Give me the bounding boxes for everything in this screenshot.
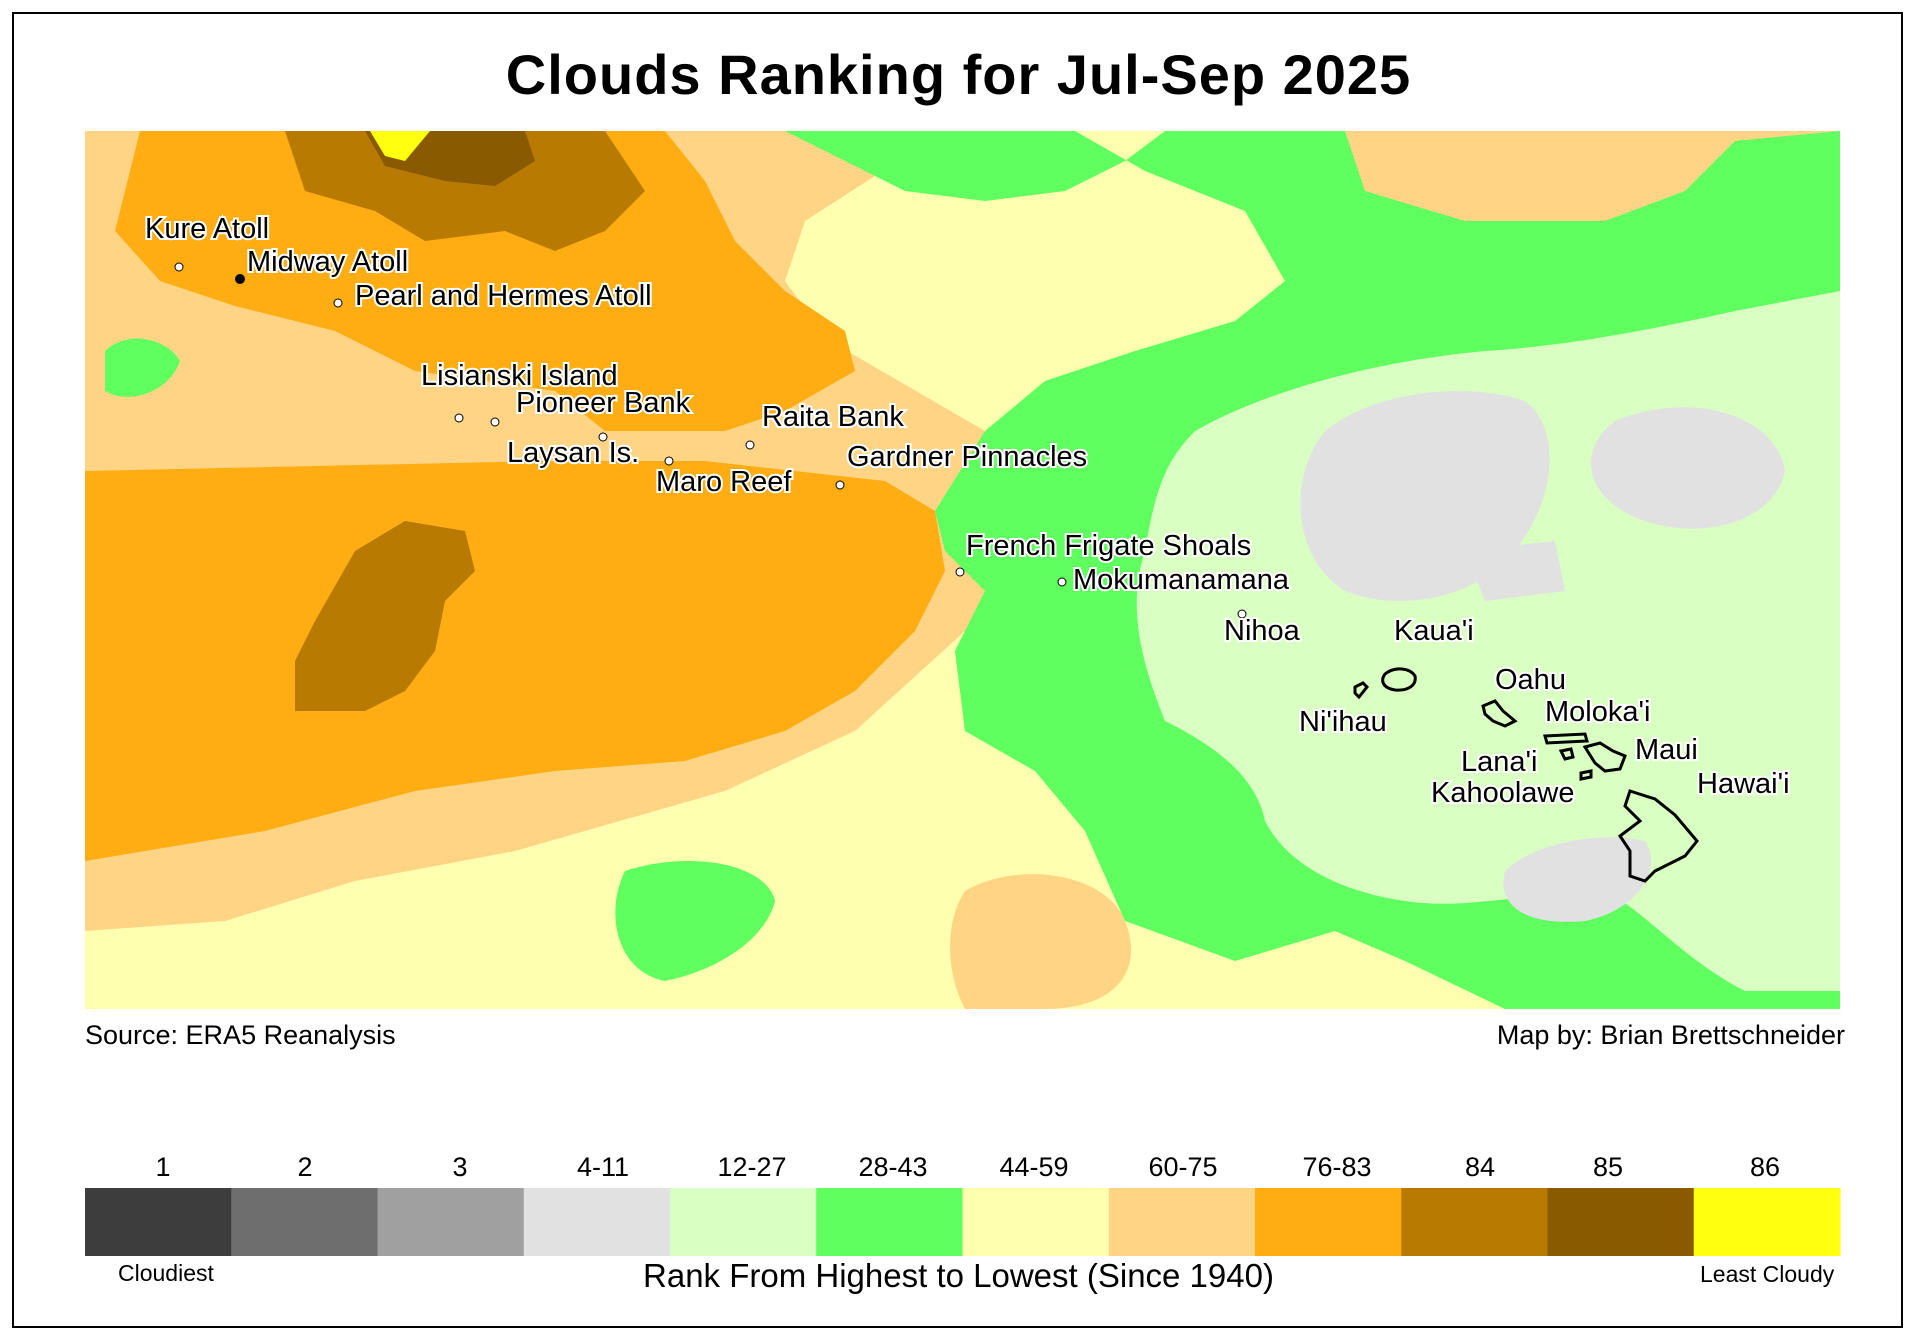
place-label-nihoa: Nihoa	[1224, 615, 1301, 647]
place-label-french-frigate-shoals: French Frigate Shoals	[966, 530, 1251, 562]
rank-region-4-11	[1300, 391, 1785, 922]
place-marker-french-frigate-shoals	[955, 567, 965, 577]
place-marker-lisianski-island	[454, 413, 464, 423]
place-marker-pearl-and-hermes-atoll	[333, 298, 343, 308]
place-marker-laysan-is	[598, 432, 608, 442]
rank-region-86	[370, 131, 430, 161]
place-label-maro-reef: Maro Reef	[656, 466, 792, 498]
place-label-hawai-i: Hawai'i	[1697, 768, 1790, 800]
place-marker-nihoa	[1237, 609, 1247, 619]
island-molokai	[1543, 732, 1589, 745]
place-label-maui: Maui	[1635, 734, 1698, 766]
island-niihau	[1353, 681, 1370, 700]
place-marker-kure-atoll	[174, 262, 184, 272]
place-marker-midway-atoll	[235, 274, 245, 284]
place-label-moloka-i: Moloka'i	[1545, 696, 1650, 728]
legend-low-label: Cloudiest	[118, 1260, 214, 1286]
island-oahu	[1481, 699, 1518, 728]
place-label-lana-i: Lana'i	[1461, 746, 1538, 778]
place-label-mokumanamana: Mokumanamana	[1073, 564, 1290, 596]
credit-note: Map by: Brian Brettschneider	[1496, 1020, 1845, 1050]
legend-high-label: Least Cloudy	[1700, 1261, 1835, 1287]
rank-region-76-83	[85, 131, 945, 861]
source-note: Source: ERA5 Reanalysis	[85, 1020, 396, 1050]
place-label-kahoolawe: Kahoolawe	[1431, 777, 1575, 809]
place-marker-mokumanamana	[1057, 577, 1067, 587]
place-label-lisianski-island: Lisianski Island	[421, 360, 618, 392]
rank-region-84	[285, 131, 645, 711]
place-label-midway-atoll: Midway Atoll	[247, 246, 408, 278]
place-label-pearl-and-hermes-atoll: Pearl and Hermes Atoll	[355, 280, 652, 312]
place-label-laysan-is: Laysan Is.	[507, 437, 639, 469]
legend-title: Rank From Highest to Lowest (Since 1940)	[643, 1257, 1274, 1294]
place-label-pioneer-bank: Pioneer Bank	[516, 387, 691, 419]
figure-frame	[12, 12, 1903, 1328]
place-marker-raita-bank	[745, 440, 755, 450]
place-label-raita-bank: Raita Bank	[762, 401, 904, 433]
map-title: Clouds Ranking for Jul-Sep 2025	[505, 43, 1412, 106]
place-label-oahu: Oahu	[1495, 664, 1566, 696]
island-kahoolawe	[1579, 769, 1593, 781]
place-label-kaua-i: Kaua'i	[1394, 615, 1474, 647]
place-label-kure-atoll: Kure Atoll	[145, 213, 269, 245]
island-outlines	[1353, 667, 1699, 883]
island-maui	[1582, 741, 1627, 773]
place-marker-gardner-pinnacles	[835, 480, 845, 490]
place-marker-maro-reef	[664, 456, 674, 466]
place-marker-pioneer-bank	[490, 417, 500, 427]
place-label-gardner-pinnacles: Gardner Pinnacles	[847, 441, 1087, 473]
place-label-ni-ihau: Ni'ihau	[1299, 706, 1387, 738]
island-lanai	[1558, 747, 1575, 761]
island-hawaii	[1617, 789, 1699, 883]
island-kauai	[1381, 667, 1417, 692]
